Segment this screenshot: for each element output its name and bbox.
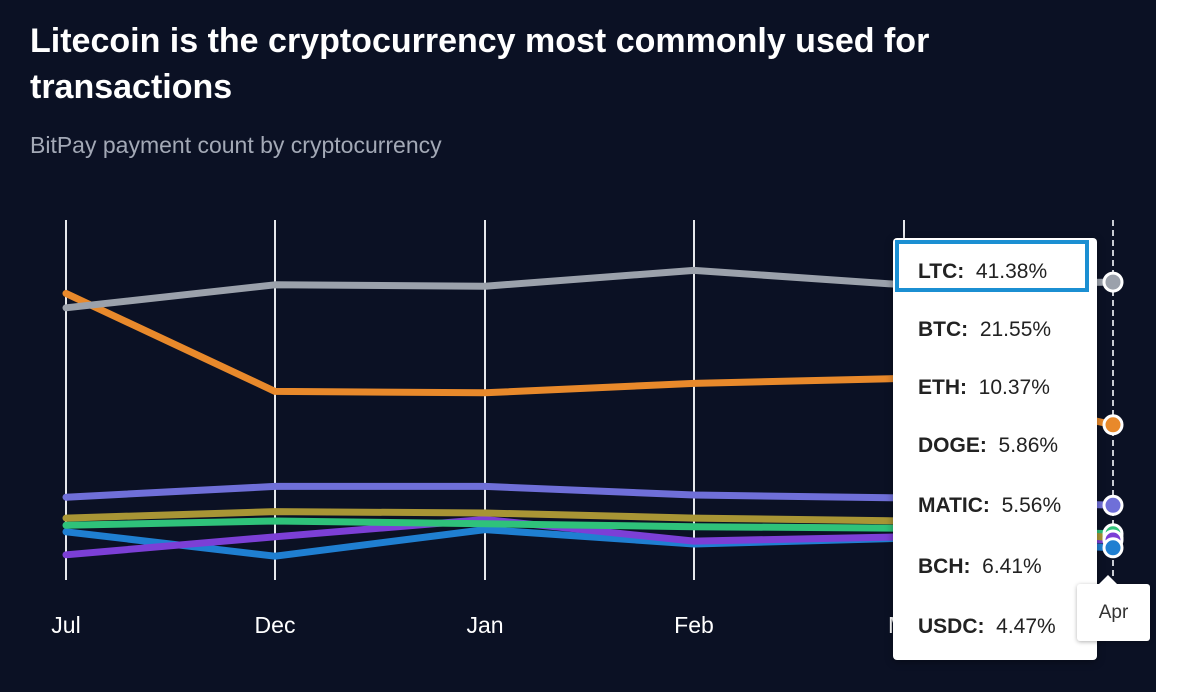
tooltip-key: ETH:	[918, 376, 967, 399]
x-tick-label: Jul	[51, 612, 80, 638]
right-margin	[1156, 0, 1200, 692]
tooltip-key: MATIC:	[918, 494, 990, 517]
tooltip-row-btc: BTC: 21.55%	[918, 318, 1051, 342]
tooltip-row-bch: BCH: 6.41%	[918, 555, 1042, 579]
tooltip-row-ltc: LTC: 41.38%	[918, 260, 1047, 284]
tooltip-value: 41.38%	[964, 260, 1048, 283]
tooltip-key: DOGE:	[918, 434, 987, 457]
tooltip-value: 21.55%	[968, 318, 1052, 341]
tooltip-key: BTC:	[918, 318, 969, 341]
tooltip-row-matic: MATIC: 5.56%	[918, 494, 1061, 518]
tooltip-key: USDC:	[918, 615, 985, 638]
x-tick-label: Feb	[674, 612, 714, 638]
x-tick-label: Jan	[466, 612, 503, 638]
x-tick-label: Dec	[255, 612, 296, 638]
tooltip-row-eth: ETH: 10.37%	[918, 376, 1050, 400]
point-btc-apr[interactable]	[1102, 414, 1124, 436]
chart-title: Litecoin is the cryptocurrency most comm…	[30, 22, 930, 106]
tooltip-row-usdc: USDC: 4.47%	[918, 615, 1056, 639]
chart-subtitle: BitPay payment count by cryptocurrency	[30, 132, 442, 158]
tooltip-value: 6.41%	[970, 555, 1042, 578]
tooltip-value: 4.47%	[984, 615, 1056, 638]
tooltip-highlight	[895, 240, 1089, 292]
tooltip-value: 5.56%	[989, 494, 1062, 517]
x-axis-ticks: JulDecJanFebMa	[51, 612, 920, 638]
tooltip-key: BCH:	[918, 555, 971, 578]
tooltip-row-doge: DOGE: 5.86%	[918, 434, 1058, 458]
point-ltc-apr[interactable]	[1102, 271, 1124, 293]
tooltip: LTC: 41.38% BTC: 21.55% ETH: 10.37% DOGE: 5…	[893, 238, 1097, 660]
point-usdc-apr[interactable]	[1102, 537, 1124, 559]
hover-points	[1102, 271, 1124, 559]
tooltip-value: 5.86%	[986, 434, 1059, 457]
point-eth-apr[interactable]	[1102, 494, 1124, 516]
hover-x-label: Apr	[1077, 575, 1150, 641]
tooltip-key: LTC:	[918, 260, 965, 283]
tooltip-value: 10.37%	[967, 376, 1050, 399]
